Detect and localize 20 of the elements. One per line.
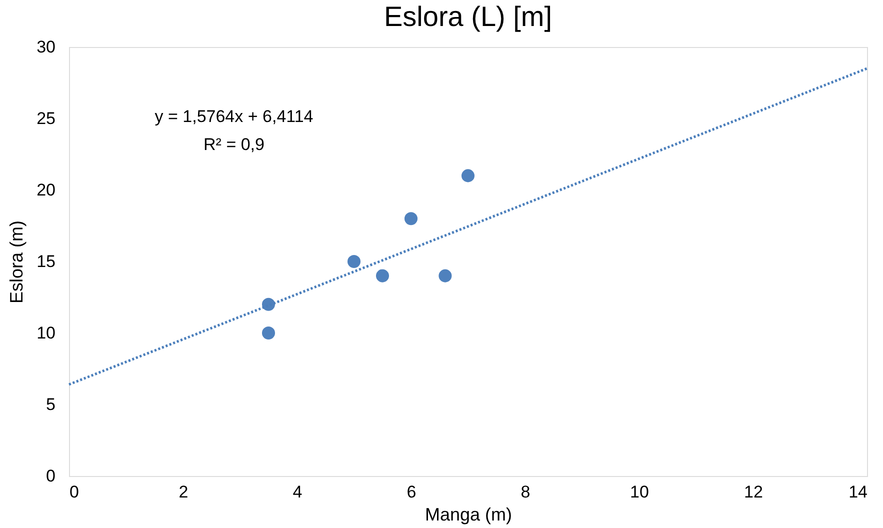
y-tick-label: 25 — [36, 109, 56, 128]
x-tick-label: 4 — [292, 482, 302, 502]
annotation: R² = 0,9 — [204, 135, 264, 154]
x-tick-label: 12 — [744, 482, 763, 502]
annotation: y = 1,5764x + 6,4114 — [154, 107, 314, 126]
y-tick-label: 10 — [36, 324, 56, 342]
x-tick-label: 0 — [70, 482, 79, 502]
x-tick-label: 14 — [848, 482, 868, 502]
y-axis-title: Eslora (m) — [6, 220, 27, 304]
chart-title: Eslora (L) [m] — [384, 1, 552, 32]
y-tick-label: 20 — [36, 180, 56, 200]
y-tick-label: 0 — [46, 466, 56, 486]
x-tick-label: 6 — [406, 482, 416, 502]
x-tick-label: 2 — [178, 482, 188, 502]
y-tick-label: 30 — [36, 38, 56, 56]
y-tick-label: 5 — [46, 395, 56, 414]
x-tick-label: 10 — [630, 482, 649, 502]
y-tick-label: 15 — [36, 252, 56, 271]
x-axis-title: Manga (m) — [424, 504, 512, 524]
x-tick-label: 8 — [520, 482, 530, 502]
